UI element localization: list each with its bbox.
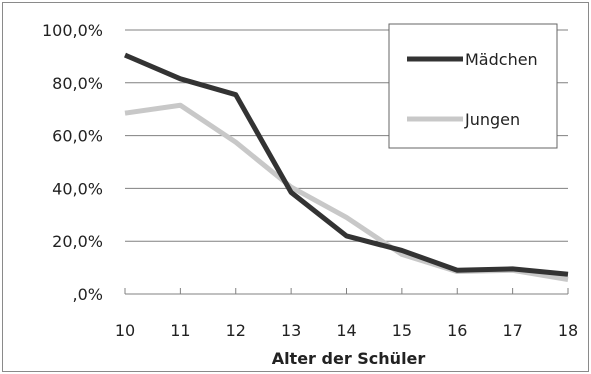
- x-tick-label: 15: [392, 321, 412, 340]
- legend-box: [388, 23, 558, 149]
- x-tick-label: 13: [281, 321, 301, 340]
- y-tick-label: ,0%: [73, 285, 103, 304]
- x-axis-title: Alter der Schüler: [272, 349, 426, 368]
- x-tick-label: 11: [170, 321, 190, 340]
- x-tick-label: 16: [447, 321, 467, 340]
- x-axis: [124, 288, 569, 295]
- legend-label: Mädchen: [465, 50, 538, 69]
- y-tick-label: 100,0%: [42, 21, 103, 40]
- y-tick-label: 80,0%: [52, 74, 103, 93]
- x-tick-label: 18: [558, 321, 578, 340]
- x-tick-label: 17: [502, 321, 522, 340]
- x-axis-tick-labels: 10 11 12 13 14 15 16 17 18: [115, 321, 578, 340]
- y-tick-label: 60,0%: [52, 127, 103, 146]
- x-tick-label: 14: [336, 321, 356, 340]
- y-tick-label: 40,0%: [52, 179, 103, 198]
- series-lines: [124, 52, 569, 282]
- y-axis-tick-labels: 100,0% 80,0% 60,0% 40,0% 20,0% ,0%: [42, 21, 103, 304]
- x-tick-label: 12: [226, 321, 246, 340]
- x-tick-label: 10: [115, 321, 135, 340]
- legend: Mädchen Jungen: [388, 23, 558, 149]
- y-tick-label: 20,0%: [52, 232, 103, 251]
- legend-label: Jungen: [464, 110, 520, 129]
